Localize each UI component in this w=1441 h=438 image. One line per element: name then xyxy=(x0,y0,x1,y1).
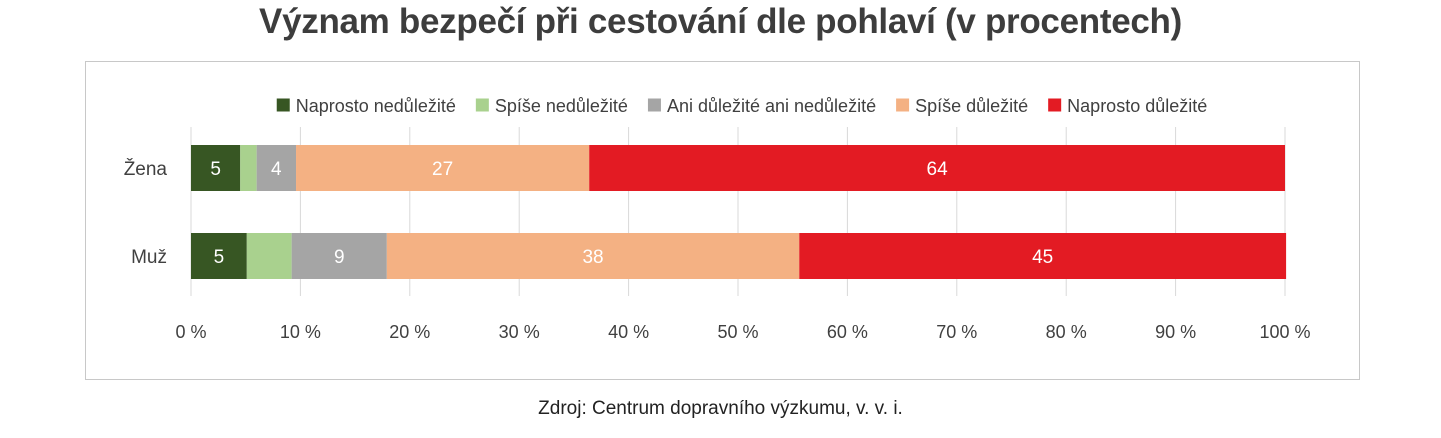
bar-segment xyxy=(589,145,1285,191)
legend-label: Spíše důležité xyxy=(915,96,1028,116)
category-label: Muž xyxy=(131,247,167,268)
legend-swatch xyxy=(647,98,661,112)
bar-value-label: 38 xyxy=(582,247,603,268)
x-tick-label: 80 % xyxy=(1046,322,1087,342)
bar-value-label: 4 xyxy=(271,159,282,180)
legend-swatch xyxy=(475,98,489,112)
legend-swatch xyxy=(1048,98,1062,112)
x-tick-label: 100 % xyxy=(1259,322,1310,342)
bar-segment xyxy=(296,145,590,191)
legend-label: Ani důležité ani nedůležité xyxy=(667,96,876,116)
bar-segment xyxy=(799,233,1287,279)
legend-swatch xyxy=(896,98,910,112)
x-tick-label: 30 % xyxy=(499,322,540,342)
bar-value-label: 45 xyxy=(1032,247,1053,268)
bar-segment xyxy=(191,145,241,191)
x-tick-label: 50 % xyxy=(717,322,758,342)
bar-segment xyxy=(240,145,257,191)
legend-label: Naprosto nedůležité xyxy=(296,96,456,116)
bar-value-label: 5 xyxy=(210,159,221,180)
bar-value-label: 9 xyxy=(334,247,345,268)
x-tick-label: 40 % xyxy=(608,322,649,342)
bar-value-label: 27 xyxy=(432,159,453,180)
x-tick-label: 0 % xyxy=(175,322,206,342)
bar-segment xyxy=(246,233,292,279)
x-tick-label: 60 % xyxy=(827,322,868,342)
chart-title: Význam bezpečí při cestování dle pohlaví… xyxy=(259,2,1182,41)
category-label: Žena xyxy=(124,158,168,180)
bar-value-label: 64 xyxy=(927,159,949,180)
x-tick-label: 70 % xyxy=(936,322,977,342)
x-tick-label: 10 % xyxy=(280,322,321,342)
x-tick-label: 90 % xyxy=(1155,322,1196,342)
legend-swatch xyxy=(276,98,290,112)
bar-value-label: 5 xyxy=(214,247,225,268)
bar-segment xyxy=(191,233,247,279)
chart-source: Zdroj: Centrum dopravního výzkumu, v. v.… xyxy=(538,398,903,419)
chart-frame xyxy=(85,61,1360,380)
bar-segment xyxy=(256,145,297,191)
legend-label: Naprosto důležité xyxy=(1067,96,1207,116)
bar-segment xyxy=(291,233,387,279)
legend-label: Spíše nedůležité xyxy=(495,96,628,116)
x-tick-label: 20 % xyxy=(389,322,430,342)
bar-segment xyxy=(386,233,800,279)
